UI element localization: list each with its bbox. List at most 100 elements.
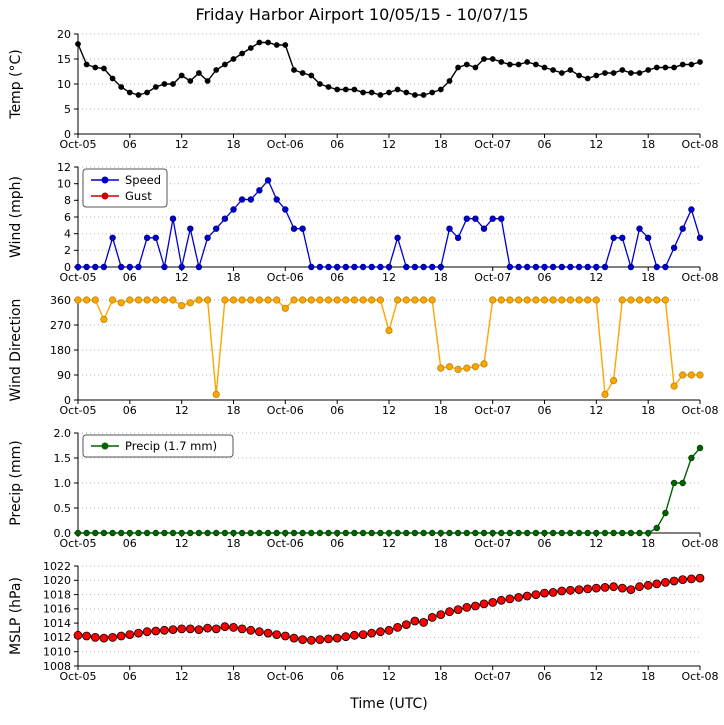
svg-text:0: 0 bbox=[64, 128, 71, 141]
svg-text:18: 18 bbox=[434, 271, 448, 284]
svg-text:12: 12 bbox=[175, 138, 189, 151]
svg-text:12: 12 bbox=[589, 404, 603, 417]
panel-precipitation: Precip (mm) 0.0 0.5 1.0 1.5 2.0 Oct-05 06 12 18 O… bbox=[0, 427, 724, 560]
svg-text:Oct-06: Oct-06 bbox=[267, 537, 304, 550]
svg-text:06: 06 bbox=[538, 537, 552, 550]
svg-text:Oct-06: Oct-06 bbox=[267, 138, 304, 151]
svg-text:06: 06 bbox=[123, 138, 137, 151]
mslp-y-axis-label: MSLP (hPa) bbox=[8, 577, 24, 655]
svg-text:18: 18 bbox=[227, 138, 241, 151]
x-axis-label: Time (UTC) bbox=[350, 696, 428, 712]
svg-text:18: 18 bbox=[227, 670, 241, 683]
svg-text:12: 12 bbox=[175, 670, 189, 683]
svg-text:06: 06 bbox=[330, 404, 344, 417]
panel-mslp: MSLP (hPa) 1008 1010 1012 1014 1016 1018 1020 1… bbox=[0, 560, 724, 693]
svg-text:06: 06 bbox=[330, 138, 344, 151]
svg-text:18: 18 bbox=[641, 404, 655, 417]
svg-text:Oct-08: Oct-08 bbox=[682, 271, 719, 284]
svg-text:10: 10 bbox=[57, 78, 71, 91]
gridlines bbox=[78, 565, 700, 667]
legend: Precip (1.7 mm) bbox=[82, 434, 234, 458]
svg-text:12: 12 bbox=[175, 404, 189, 417]
svg-text:Oct-05: Oct-05 bbox=[60, 271, 97, 284]
svg-text:0: 0 bbox=[64, 394, 71, 407]
chart-title: Friday Harbor Airport 10/05/15 - 10/07/1… bbox=[195, 5, 529, 24]
svg-text:0.0: 0.0 bbox=[54, 527, 72, 540]
svg-text:12: 12 bbox=[382, 537, 396, 550]
svg-text:1010: 1010 bbox=[43, 646, 71, 659]
svg-text:06: 06 bbox=[538, 138, 552, 151]
svg-text:06: 06 bbox=[330, 537, 344, 550]
svg-text:12: 12 bbox=[382, 404, 396, 417]
svg-text:06: 06 bbox=[123, 670, 137, 683]
svg-text:12: 12 bbox=[589, 537, 603, 550]
panel-wind-direction: Wind Direction 0 90 180 270 360 Oct-05 06 12 18 O… bbox=[0, 294, 724, 427]
svg-text:12: 12 bbox=[57, 161, 71, 174]
mslp-series bbox=[73, 573, 705, 645]
svg-text:0: 0 bbox=[64, 261, 71, 274]
svg-text:1008: 1008 bbox=[43, 660, 71, 673]
svg-text:18: 18 bbox=[434, 404, 448, 417]
svg-text:18: 18 bbox=[641, 670, 655, 683]
svg-text:12: 12 bbox=[175, 537, 189, 550]
svg-text:4: 4 bbox=[64, 228, 71, 241]
svg-text:Oct-05: Oct-05 bbox=[60, 670, 97, 683]
precipitation-plot: 0.0 0.5 1.0 1.5 2.0 Oct-05 06 12 18 Oct-06 06 12 18 O… bbox=[54, 427, 719, 550]
svg-text:15: 15 bbox=[57, 53, 71, 66]
wind-direction-plot: 0 90 180 270 360 Oct-05 06 12 18 Oct-06 06 12 18 Oct-… bbox=[50, 294, 719, 417]
svg-text:Oct-05: Oct-05 bbox=[60, 537, 97, 550]
svg-text:Gust: Gust bbox=[125, 189, 152, 203]
svg-text:06: 06 bbox=[330, 271, 344, 284]
svg-text:12: 12 bbox=[589, 138, 603, 151]
svg-text:Oct-07: Oct-07 bbox=[474, 670, 511, 683]
svg-text:18: 18 bbox=[641, 138, 655, 151]
svg-text:Speed: Speed bbox=[125, 173, 161, 187]
svg-text:1014: 1014 bbox=[43, 617, 71, 630]
svg-text:10: 10 bbox=[57, 178, 71, 191]
svg-text:1.5: 1.5 bbox=[54, 452, 72, 465]
wind-speed-plot: 0 2 4 6 8 10 12 Oct-05 06 12 18 Oct-06 06 12 18 Oct-07 0… bbox=[57, 161, 719, 284]
svg-text:270: 270 bbox=[50, 319, 71, 332]
svg-text:2: 2 bbox=[64, 244, 71, 257]
svg-text:Oct-08: Oct-08 bbox=[682, 404, 719, 417]
svg-text:5: 5 bbox=[64, 103, 71, 116]
wind-speed-series bbox=[74, 177, 704, 271]
svg-text:18: 18 bbox=[227, 271, 241, 284]
wind-direction-y-axis-label: Wind Direction bbox=[8, 298, 24, 402]
svg-text:6: 6 bbox=[64, 211, 71, 224]
axes: 0 5 10 15 20 Oct-05 06 12 18 Oct-06 06 12 18 Oct-07 06… bbox=[57, 28, 719, 151]
svg-text:Oct-07: Oct-07 bbox=[474, 404, 511, 417]
precipitation-y-axis-label: Precip (mm) bbox=[8, 440, 24, 526]
svg-text:18: 18 bbox=[227, 537, 241, 550]
svg-text:0.5: 0.5 bbox=[54, 502, 72, 515]
svg-text:Oct-06: Oct-06 bbox=[267, 670, 304, 683]
svg-text:Oct-06: Oct-06 bbox=[267, 271, 304, 284]
temperature-series bbox=[75, 39, 703, 98]
svg-text:12: 12 bbox=[589, 271, 603, 284]
wind-speed-y-axis-label: Wind (mph) bbox=[8, 176, 24, 258]
svg-text:Oct-07: Oct-07 bbox=[474, 138, 511, 151]
svg-text:06: 06 bbox=[123, 271, 137, 284]
legend: Speed Gust bbox=[82, 168, 168, 208]
svg-text:18: 18 bbox=[641, 537, 655, 550]
svg-text:18: 18 bbox=[434, 670, 448, 683]
svg-text:Oct-08: Oct-08 bbox=[682, 670, 719, 683]
svg-text:Oct-05: Oct-05 bbox=[60, 138, 97, 151]
svg-text:1.0: 1.0 bbox=[54, 477, 72, 490]
svg-text:18: 18 bbox=[227, 404, 241, 417]
svg-text:Oct-07: Oct-07 bbox=[474, 271, 511, 284]
svg-text:20: 20 bbox=[57, 28, 71, 41]
svg-text:180: 180 bbox=[50, 344, 71, 357]
svg-text:06: 06 bbox=[123, 404, 137, 417]
axes: 0 90 180 270 360 Oct-05 06 12 18 Oct-06 06 12 18 Oct-… bbox=[50, 294, 719, 417]
svg-text:Oct-08: Oct-08 bbox=[682, 537, 719, 550]
svg-text:12: 12 bbox=[589, 670, 603, 683]
svg-text:1016: 1016 bbox=[43, 603, 71, 616]
svg-text:12: 12 bbox=[382, 271, 396, 284]
svg-text:18: 18 bbox=[641, 271, 655, 284]
svg-text:06: 06 bbox=[538, 404, 552, 417]
svg-text:Oct-06: Oct-06 bbox=[267, 404, 304, 417]
svg-text:1018: 1018 bbox=[43, 588, 71, 601]
gridlines bbox=[78, 299, 700, 401]
